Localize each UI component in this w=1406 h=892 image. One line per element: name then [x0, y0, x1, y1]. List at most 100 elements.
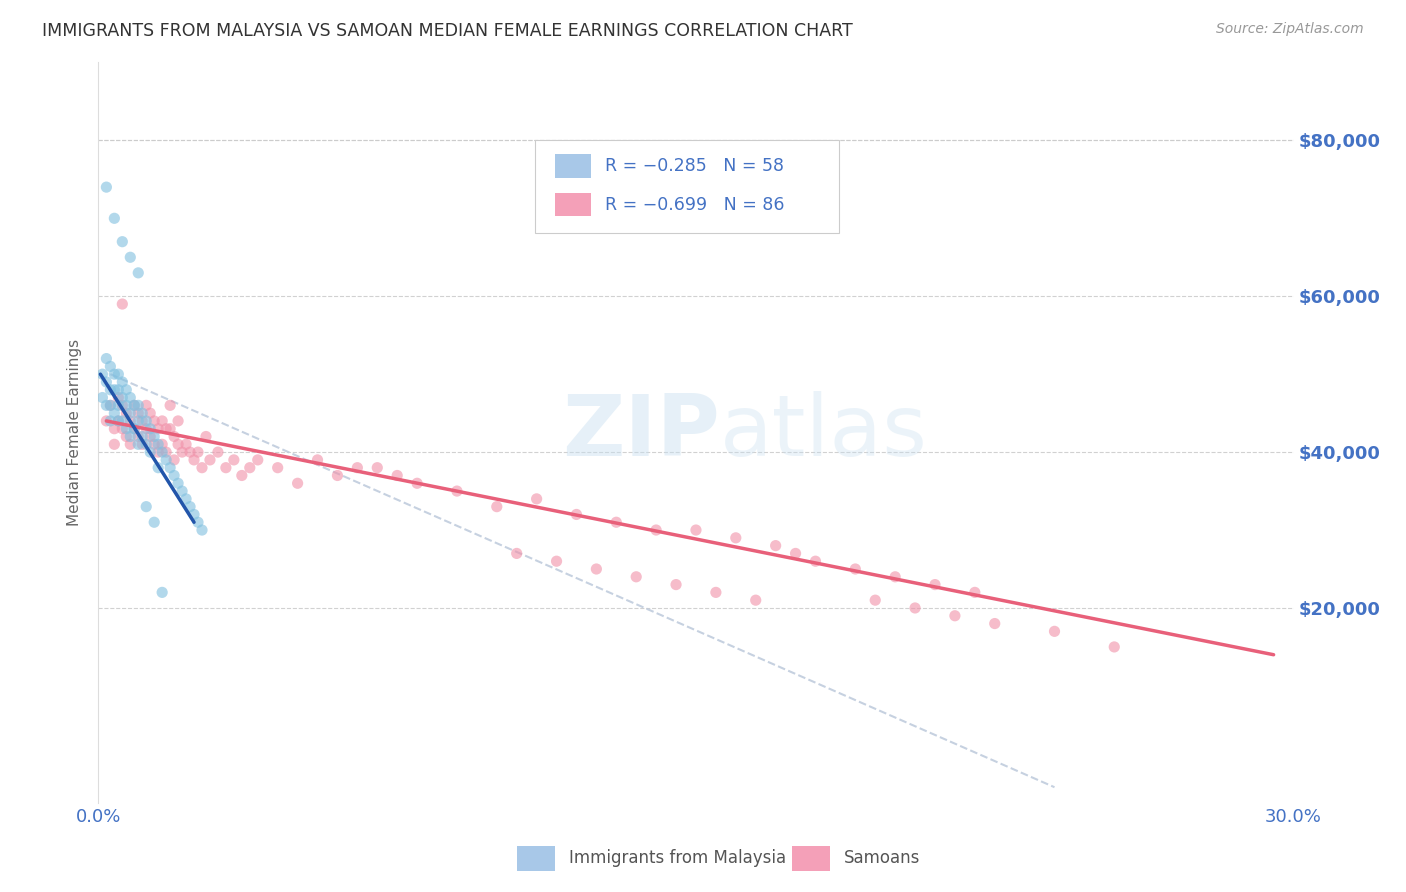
- Point: [143, 429, 166, 443]
- Point: [155, 422, 177, 436]
- Point: [163, 468, 186, 483]
- Point: [150, 585, 173, 599]
- Point: [231, 468, 253, 483]
- Point: [103, 406, 125, 420]
- Point: [96, 398, 118, 412]
- Point: [111, 422, 134, 436]
- Point: [724, 531, 747, 545]
- Point: [187, 445, 209, 459]
- Point: [103, 422, 125, 436]
- Point: [111, 398, 134, 412]
- Text: Immigrants from Malaysia: Immigrants from Malaysia: [569, 849, 786, 867]
- Point: [1043, 624, 1066, 639]
- Point: [91, 391, 114, 405]
- FancyBboxPatch shape: [792, 846, 830, 871]
- Point: [307, 453, 329, 467]
- Point: [135, 422, 157, 436]
- Text: ZIP: ZIP: [562, 391, 720, 475]
- Point: [120, 414, 142, 428]
- Point: [704, 585, 727, 599]
- Point: [326, 468, 349, 483]
- Point: [96, 180, 118, 194]
- Point: [526, 491, 548, 506]
- Point: [120, 250, 142, 264]
- Point: [120, 406, 142, 420]
- Point: [179, 500, 201, 514]
- Point: [107, 367, 129, 381]
- Point: [215, 460, 238, 475]
- Point: [91, 367, 114, 381]
- Point: [366, 460, 388, 475]
- Point: [287, 476, 309, 491]
- Point: [150, 437, 173, 451]
- Point: [127, 414, 149, 428]
- Point: [135, 398, 157, 412]
- Point: [131, 437, 153, 451]
- Point: [645, 523, 668, 537]
- Text: R = −0.699   N = 86: R = −0.699 N = 86: [605, 195, 785, 213]
- Text: R = −0.285   N = 58: R = −0.285 N = 58: [605, 157, 785, 175]
- Point: [103, 211, 125, 226]
- Point: [131, 406, 153, 420]
- Point: [924, 577, 946, 591]
- Point: [96, 375, 118, 389]
- Point: [111, 235, 134, 249]
- Point: [159, 460, 181, 475]
- Point: [120, 429, 142, 443]
- Point: [239, 460, 262, 475]
- Point: [195, 429, 218, 443]
- Point: [163, 429, 186, 443]
- Point: [98, 398, 122, 412]
- Point: [163, 453, 186, 467]
- Point: [148, 460, 170, 475]
- Point: [174, 437, 197, 451]
- Point: [124, 398, 146, 412]
- Point: [135, 414, 157, 428]
- Point: [585, 562, 607, 576]
- Point: [127, 266, 149, 280]
- Point: [785, 546, 807, 560]
- Point: [96, 351, 118, 366]
- Text: atlas: atlas: [720, 391, 928, 475]
- Point: [111, 375, 134, 389]
- Point: [485, 500, 508, 514]
- Point: [115, 398, 138, 412]
- FancyBboxPatch shape: [555, 193, 591, 217]
- Point: [127, 429, 149, 443]
- FancyBboxPatch shape: [517, 846, 555, 871]
- Point: [745, 593, 768, 607]
- Point: [103, 383, 125, 397]
- Point: [124, 422, 146, 436]
- Point: [120, 437, 142, 451]
- Point: [124, 422, 146, 436]
- Point: [187, 515, 209, 529]
- Point: [111, 391, 134, 405]
- FancyBboxPatch shape: [534, 140, 839, 233]
- Point: [103, 367, 125, 381]
- Point: [120, 391, 142, 405]
- Point: [127, 398, 149, 412]
- Point: [172, 484, 194, 499]
- Point: [107, 414, 129, 428]
- Point: [179, 445, 201, 459]
- Point: [150, 445, 173, 459]
- Point: [159, 398, 181, 412]
- Point: [135, 500, 157, 514]
- Text: IMMIGRANTS FROM MALAYSIA VS SAMOAN MEDIAN FEMALE EARNINGS CORRELATION CHART: IMMIGRANTS FROM MALAYSIA VS SAMOAN MEDIA…: [42, 22, 853, 40]
- Point: [765, 539, 787, 553]
- Point: [139, 445, 162, 459]
- Text: Source: ZipAtlas.com: Source: ZipAtlas.com: [1216, 22, 1364, 37]
- Point: [685, 523, 707, 537]
- Point: [904, 601, 927, 615]
- Point: [115, 422, 138, 436]
- Point: [135, 437, 157, 451]
- Point: [127, 437, 149, 451]
- Point: [98, 398, 122, 412]
- Point: [943, 608, 966, 623]
- Point: [565, 508, 588, 522]
- Point: [246, 453, 269, 467]
- Point: [167, 476, 190, 491]
- Point: [506, 546, 529, 560]
- Point: [115, 406, 138, 420]
- Point: [346, 460, 368, 475]
